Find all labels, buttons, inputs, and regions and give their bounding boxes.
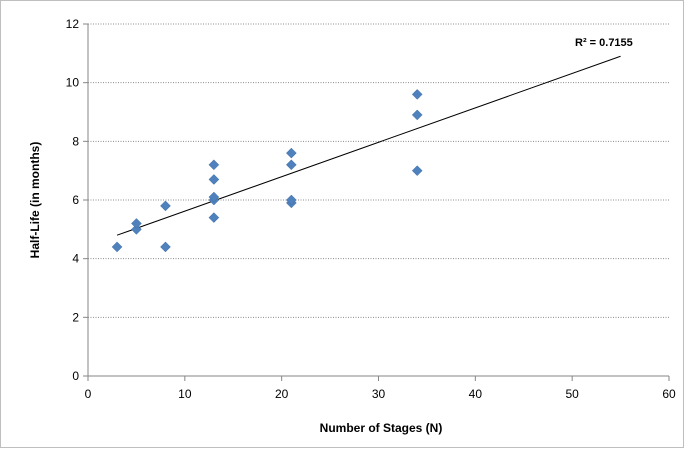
trendline	[116, 55, 621, 236]
x-tick-label: 60	[662, 387, 676, 401]
y-tick-label: 0	[72, 369, 79, 383]
y-tick-label: 6	[72, 193, 79, 207]
x-tick-label: 30	[372, 387, 386, 401]
data-point	[411, 89, 423, 100]
data-point	[285, 147, 297, 159]
data-point	[208, 174, 220, 185]
data-point	[285, 159, 297, 171]
y-tick-label: 2	[72, 310, 79, 324]
data-points	[111, 89, 423, 253]
x-tick-label: 10	[178, 387, 192, 401]
x-axis-title: Number of Stages (N)	[320, 421, 443, 435]
data-point	[160, 200, 171, 212]
data-point	[131, 218, 142, 229]
y-tick-label: 10	[66, 76, 80, 90]
x-tick-label: 20	[275, 387, 289, 401]
y-axis-title: Half-Life (in months)	[28, 142, 42, 259]
data-point	[411, 165, 423, 177]
r-squared-label: R² = 0.7155	[575, 37, 633, 49]
data-point	[208, 212, 220, 223]
data-point	[160, 241, 171, 253]
trendline-group	[116, 55, 621, 236]
data-point	[208, 159, 220, 171]
y-tick-label: 12	[66, 17, 80, 31]
gridlines	[88, 23, 669, 318]
data-point	[285, 194, 297, 206]
data-point	[411, 109, 423, 121]
axes: 0 2 4 6 8 10 12 0 10 20 30 40 50 60	[66, 17, 676, 401]
y-tick-label: 4	[72, 252, 79, 266]
x-tick-label: 50	[565, 387, 579, 401]
data-point	[131, 223, 142, 235]
x-tick-label: 0	[85, 387, 92, 401]
data-point	[111, 241, 123, 253]
y-tick-label: 8	[72, 134, 79, 148]
data-point	[208, 191, 220, 203]
x-tick-label: 40	[469, 387, 483, 401]
